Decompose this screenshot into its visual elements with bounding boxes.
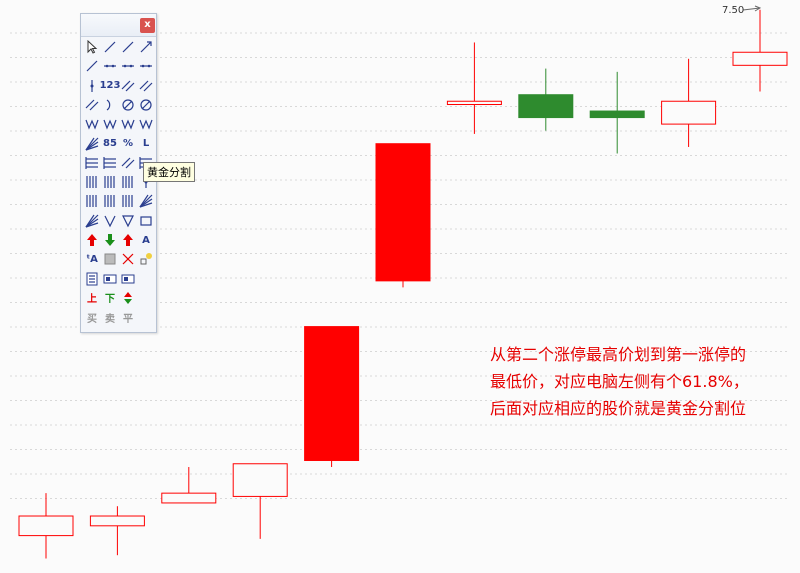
horizontal-ray-icon[interactable] bbox=[119, 57, 137, 75]
candle bbox=[446, 42, 502, 134]
candle bbox=[89, 506, 145, 556]
wave-m-icon[interactable] bbox=[101, 115, 119, 133]
speed-lines-icon[interactable]: 85 bbox=[103, 138, 117, 149]
flat-icon[interactable] bbox=[119, 289, 137, 307]
candle bbox=[18, 493, 74, 559]
zigzag-icon[interactable] bbox=[137, 115, 155, 133]
annotation-text: 从第二个涨停最高价划到第一涨停的 最低价，对应电脑左侧有个61.8%， 后面对应… bbox=[490, 341, 790, 422]
palette-close-button[interactable]: x bbox=[140, 18, 155, 33]
candle-body bbox=[375, 143, 431, 282]
period-lines-icon[interactable] bbox=[119, 192, 137, 210]
buy-icon[interactable]: 买 bbox=[87, 313, 97, 325]
panel-icon[interactable] bbox=[119, 270, 137, 288]
candle-body bbox=[18, 515, 74, 537]
parallel-channel-icon[interactable] bbox=[137, 77, 155, 95]
candle bbox=[161, 467, 217, 504]
down-arrow-line-icon[interactable] bbox=[101, 212, 119, 230]
hold-icon[interactable]: 平 bbox=[123, 313, 133, 325]
fibonacci-time-icon[interactable] bbox=[101, 173, 119, 191]
candle-body bbox=[589, 110, 645, 119]
candle-body bbox=[732, 51, 788, 66]
candle bbox=[732, 9, 788, 92]
limit-up-icon[interactable]: 上 bbox=[87, 294, 97, 306]
candle-body bbox=[304, 326, 360, 461]
triangle-icon[interactable] bbox=[119, 212, 137, 230]
palette-title-bar[interactable]: x bbox=[81, 14, 156, 37]
straight-line-icon[interactable] bbox=[119, 38, 137, 56]
percentage-lines-icon[interactable]: % bbox=[122, 138, 134, 149]
gann-circle-icon[interactable] bbox=[137, 96, 155, 114]
price-channel-icon[interactable] bbox=[101, 154, 119, 172]
delete-icon[interactable] bbox=[119, 250, 137, 268]
line-segment-icon[interactable] bbox=[101, 38, 119, 56]
frame-icon[interactable] bbox=[101, 270, 119, 288]
candle bbox=[375, 143, 431, 288]
price-label-icon[interactable]: 123 bbox=[99, 80, 121, 92]
arc-icon[interactable] bbox=[101, 96, 119, 114]
quartile-lines-icon[interactable]: L bbox=[142, 138, 150, 149]
block-icon[interactable] bbox=[101, 250, 119, 268]
annotation-line-2: 最低价，对应电脑左侧有个61.8%， bbox=[490, 372, 749, 391]
price-marker-arrow bbox=[742, 5, 762, 12]
down-arrow-icon[interactable] bbox=[101, 231, 119, 249]
gann-fan-icon[interactable] bbox=[83, 212, 101, 230]
annotation-line-3: 后面对应相应的股价就是黄金分割位 bbox=[490, 399, 747, 418]
candle bbox=[232, 463, 288, 539]
candle-body bbox=[161, 492, 217, 504]
price-marker-label: 7.50 bbox=[722, 5, 745, 16]
candle-body bbox=[661, 100, 717, 125]
fibonacci-fan-icon[interactable] bbox=[83, 135, 101, 153]
note-icon[interactable] bbox=[83, 270, 101, 288]
cycle-time-icon[interactable] bbox=[119, 173, 137, 191]
candle-body bbox=[89, 515, 145, 527]
time-zone-icon[interactable] bbox=[83, 173, 101, 191]
up-arrow-line-icon[interactable] bbox=[119, 231, 137, 249]
candle-body bbox=[232, 463, 288, 497]
candle bbox=[518, 68, 574, 131]
candles-layer bbox=[18, 9, 788, 559]
wave-w-icon[interactable] bbox=[83, 115, 101, 133]
text-icon[interactable]: A bbox=[142, 234, 150, 246]
gann-lines-icon[interactable] bbox=[83, 154, 101, 172]
pitchfork-icon[interactable] bbox=[137, 192, 155, 210]
tool-tooltip: 黄金分割 bbox=[143, 162, 195, 182]
horizontal-line-icon[interactable] bbox=[137, 57, 155, 75]
arrow-line-icon[interactable] bbox=[83, 57, 101, 75]
sell-icon[interactable]: 卖 bbox=[105, 313, 115, 325]
blank-slot-2-icon bbox=[137, 289, 155, 307]
cycle-lines-icon[interactable] bbox=[119, 154, 137, 172]
candle bbox=[589, 71, 645, 154]
regression-channel-icon[interactable] bbox=[83, 96, 101, 114]
text-box-icon[interactable]: ᵗA bbox=[86, 253, 98, 265]
select-arrow-icon[interactable] bbox=[83, 38, 101, 56]
ray-icon[interactable] bbox=[137, 38, 155, 56]
candle-body bbox=[518, 94, 574, 119]
rectangle-icon[interactable] bbox=[137, 212, 155, 230]
candle-body bbox=[446, 100, 502, 106]
vertical-line-icon[interactable] bbox=[83, 77, 101, 95]
time-bars-icon[interactable] bbox=[101, 192, 119, 210]
circle-icon[interactable] bbox=[119, 96, 137, 114]
limit-down-icon[interactable]: 下 bbox=[105, 294, 115, 306]
candle bbox=[304, 326, 360, 468]
horizontal-segment-icon[interactable] bbox=[101, 57, 119, 75]
elliott-wave-icon[interactable] bbox=[119, 115, 137, 133]
parallel-lines-icon[interactable] bbox=[119, 77, 137, 95]
candle bbox=[661, 58, 717, 147]
time-cycle-icon[interactable] bbox=[83, 192, 101, 210]
blank-slot-icon bbox=[137, 270, 155, 288]
up-arrow-icon[interactable] bbox=[83, 231, 101, 249]
annotation-line-1: 从第二个涨停最高价划到第一涨停的 bbox=[490, 345, 747, 364]
color-icon[interactable] bbox=[137, 250, 155, 268]
